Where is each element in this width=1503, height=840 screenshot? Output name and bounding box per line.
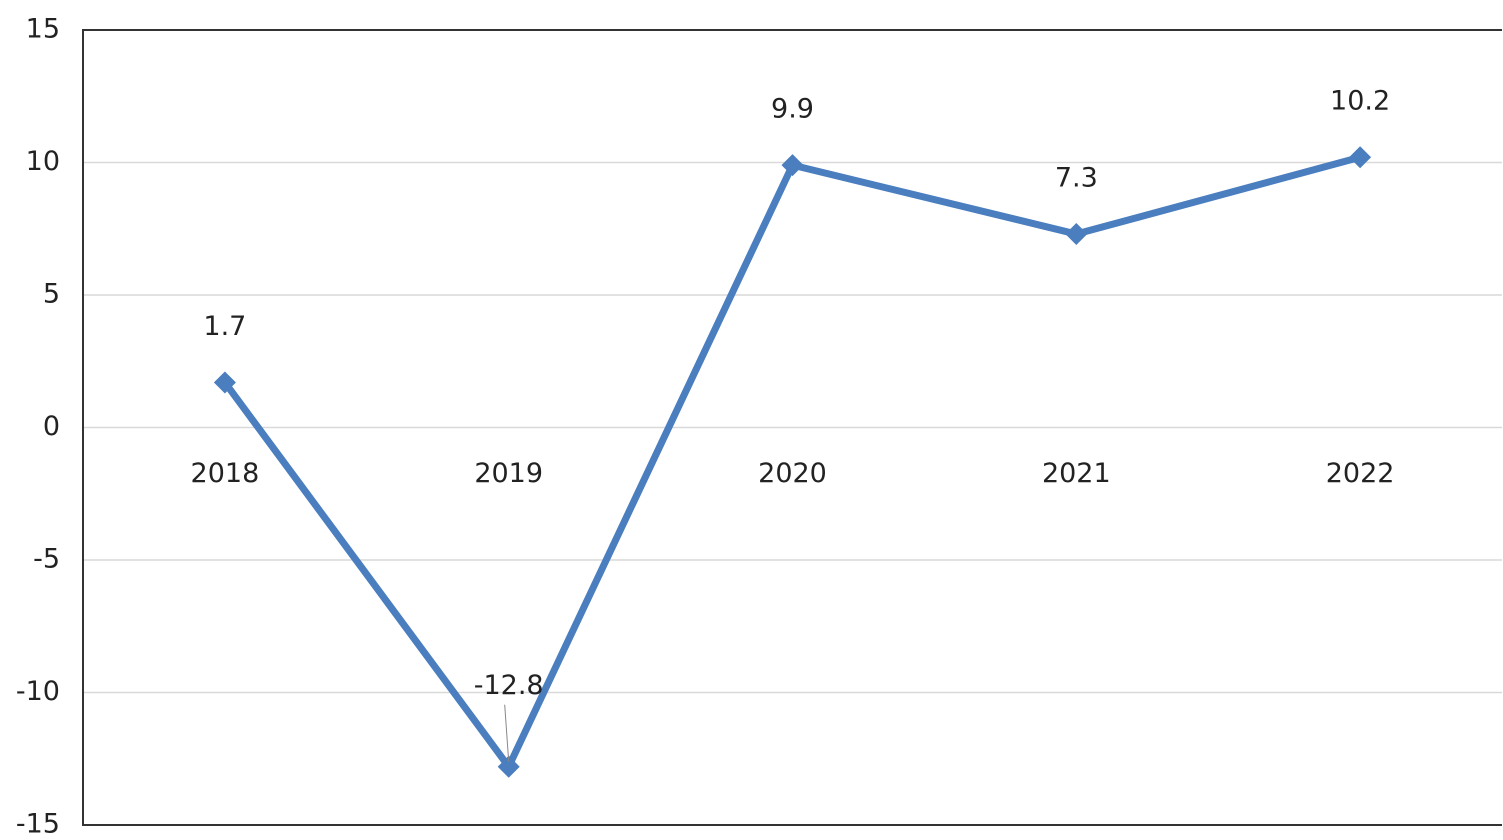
y-tick-label: -15 xyxy=(16,809,60,840)
data-label: 1.7 xyxy=(203,311,246,342)
data-label: 9.9 xyxy=(771,94,814,125)
y-tick-label: 10 xyxy=(26,146,60,177)
x-tick-label: 2021 xyxy=(1042,458,1111,489)
marker xyxy=(213,371,236,394)
x-tick-label: 2022 xyxy=(1326,458,1395,489)
marker xyxy=(1349,146,1372,169)
y-tick-label: 5 xyxy=(43,279,60,310)
x-tick-label: 2019 xyxy=(474,458,543,489)
marker xyxy=(497,755,520,778)
data-label: 7.3 xyxy=(1055,163,1098,194)
y-tick-label: -10 xyxy=(16,676,60,707)
marker xyxy=(781,154,804,177)
data-label: -12.8 xyxy=(474,670,544,701)
x-tick-label: 2020 xyxy=(758,458,827,489)
plot-frame xyxy=(82,29,1502,826)
data-label: 10.2 xyxy=(1330,86,1390,117)
leader-line xyxy=(504,704,510,762)
y-tick-label: 15 xyxy=(26,14,60,45)
y-tick-label: -5 xyxy=(33,544,60,575)
y-tick-label: 0 xyxy=(43,411,60,442)
x-tick-label: 2018 xyxy=(191,458,260,489)
marker xyxy=(1065,223,1088,246)
